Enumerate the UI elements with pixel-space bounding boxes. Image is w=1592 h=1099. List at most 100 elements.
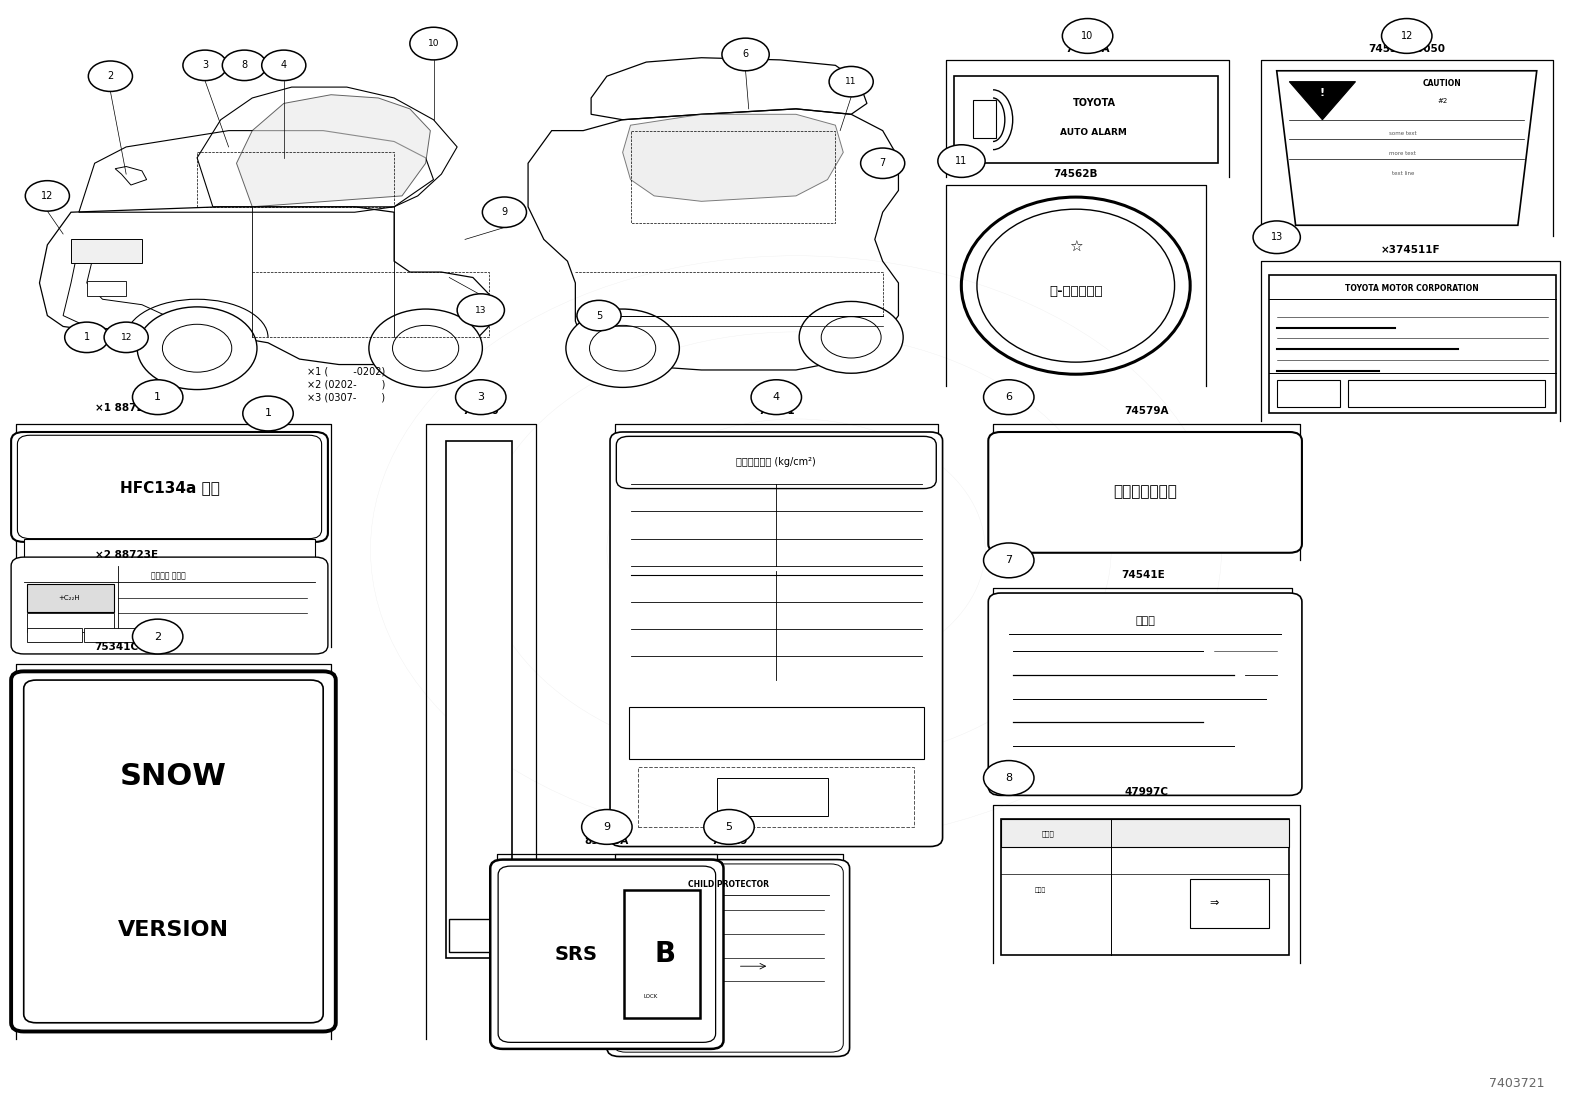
Text: 1: 1 [264, 409, 272, 419]
Circle shape [861, 148, 904, 178]
Text: ×2 88723E: ×2 88723E [94, 550, 158, 559]
Text: 9: 9 [501, 208, 508, 218]
Circle shape [409, 27, 457, 59]
Bar [638, 767, 914, 826]
Circle shape [88, 60, 132, 91]
Circle shape [721, 38, 769, 70]
Bar [1001, 820, 1290, 955]
Text: 6: 6 [1005, 392, 1013, 402]
Circle shape [244, 396, 293, 431]
Text: TOYOTA: TOYOTA [1073, 99, 1116, 109]
Bar [72, 240, 142, 264]
Circle shape [984, 380, 1033, 414]
Circle shape [576, 300, 621, 331]
Text: 11: 11 [845, 77, 856, 86]
FancyBboxPatch shape [989, 432, 1302, 553]
FancyBboxPatch shape [11, 671, 336, 1032]
Bar [1277, 380, 1340, 407]
Text: CHILD PROTECTOR: CHILD PROTECTOR [688, 880, 769, 889]
Circle shape [1382, 19, 1431, 54]
Text: 74529: 74529 [712, 836, 747, 846]
Text: SRS: SRS [554, 945, 597, 964]
Text: ご注意: ご注意 [1135, 617, 1156, 626]
Text: 89176A: 89176A [584, 836, 629, 846]
Text: 12: 12 [1401, 31, 1414, 41]
FancyBboxPatch shape [11, 432, 328, 542]
Circle shape [704, 810, 755, 844]
Text: 1: 1 [84, 332, 89, 342]
FancyBboxPatch shape [11, 557, 328, 654]
Text: 6: 6 [742, 49, 748, 59]
Text: 5: 5 [726, 822, 732, 832]
Circle shape [829, 66, 874, 97]
Bar [627, 899, 675, 975]
Text: 9: 9 [603, 822, 610, 832]
Bar [446, 441, 513, 957]
Circle shape [183, 51, 228, 80]
Text: 74541E: 74541E [1121, 569, 1165, 579]
Polygon shape [1290, 81, 1355, 120]
Text: 13: 13 [1270, 232, 1283, 242]
Bar [716, 778, 828, 817]
Bar [84, 628, 146, 642]
Text: ×1 (        -0202): ×1 ( -0202) [307, 367, 385, 377]
Circle shape [1062, 19, 1113, 54]
Polygon shape [622, 114, 844, 201]
Text: ×374511F: ×374511F [1380, 245, 1441, 255]
Polygon shape [237, 95, 430, 207]
Bar [27, 628, 83, 642]
Bar [86, 280, 126, 296]
Circle shape [984, 761, 1033, 796]
Circle shape [132, 380, 183, 414]
Circle shape [565, 309, 680, 387]
Circle shape [369, 309, 482, 387]
FancyBboxPatch shape [498, 866, 716, 1042]
Text: 74540: 74540 [462, 407, 500, 417]
Text: 12: 12 [41, 191, 54, 201]
Text: 高載入: 高載入 [1041, 830, 1054, 836]
Text: 10: 10 [428, 40, 439, 48]
Text: +C₂₂H: +C₂₂H [59, 596, 80, 601]
Text: 高載入: 高載入 [1035, 887, 1046, 892]
Text: #2: #2 [1438, 98, 1447, 104]
Text: 良-低排出ガス: 良-低排出ガス [1049, 285, 1103, 298]
Text: 8: 8 [242, 60, 247, 70]
Text: エアコン メタル: エアコン メタル [151, 571, 186, 580]
Circle shape [457, 293, 505, 326]
Polygon shape [1277, 70, 1536, 225]
Text: 10: 10 [1081, 31, 1094, 41]
Circle shape [223, 51, 266, 80]
Bar [24, 539, 315, 636]
Circle shape [103, 322, 148, 353]
Text: ×3 (0307-        ): ×3 (0307- ) [307, 392, 385, 403]
Bar [624, 890, 700, 1019]
Text: 1: 1 [154, 392, 161, 402]
Circle shape [137, 307, 256, 389]
Text: 75341C: 75341C [94, 643, 139, 653]
Text: 7: 7 [879, 158, 885, 168]
Circle shape [1253, 221, 1301, 254]
Text: 12: 12 [121, 333, 132, 342]
Text: HFC134a 専用: HFC134a 専用 [119, 480, 220, 495]
FancyBboxPatch shape [989, 593, 1302, 796]
Bar [27, 612, 113, 632]
Text: 7: 7 [1005, 555, 1013, 565]
Text: SNOW: SNOW [119, 762, 228, 790]
FancyBboxPatch shape [610, 432, 942, 846]
Text: 3: 3 [202, 60, 209, 70]
Text: ×2 (0202-        ): ×2 (0202- ) [307, 380, 385, 390]
Text: TOYOTA MOTOR CORPORATION: TOYOTA MOTOR CORPORATION [1345, 284, 1479, 292]
Text: 74562B: 74562B [1054, 169, 1098, 179]
Text: ⇒: ⇒ [1208, 898, 1218, 908]
Text: 8: 8 [1005, 773, 1013, 782]
Circle shape [482, 197, 527, 227]
FancyBboxPatch shape [24, 680, 323, 1023]
Bar [973, 100, 997, 138]
Bar [27, 585, 113, 611]
Circle shape [455, 380, 506, 414]
Text: 74533-30050: 74533-30050 [1368, 44, 1446, 54]
Circle shape [799, 301, 903, 374]
Bar [629, 708, 923, 759]
Bar [1191, 879, 1269, 929]
Text: text line: text line [1391, 170, 1414, 176]
